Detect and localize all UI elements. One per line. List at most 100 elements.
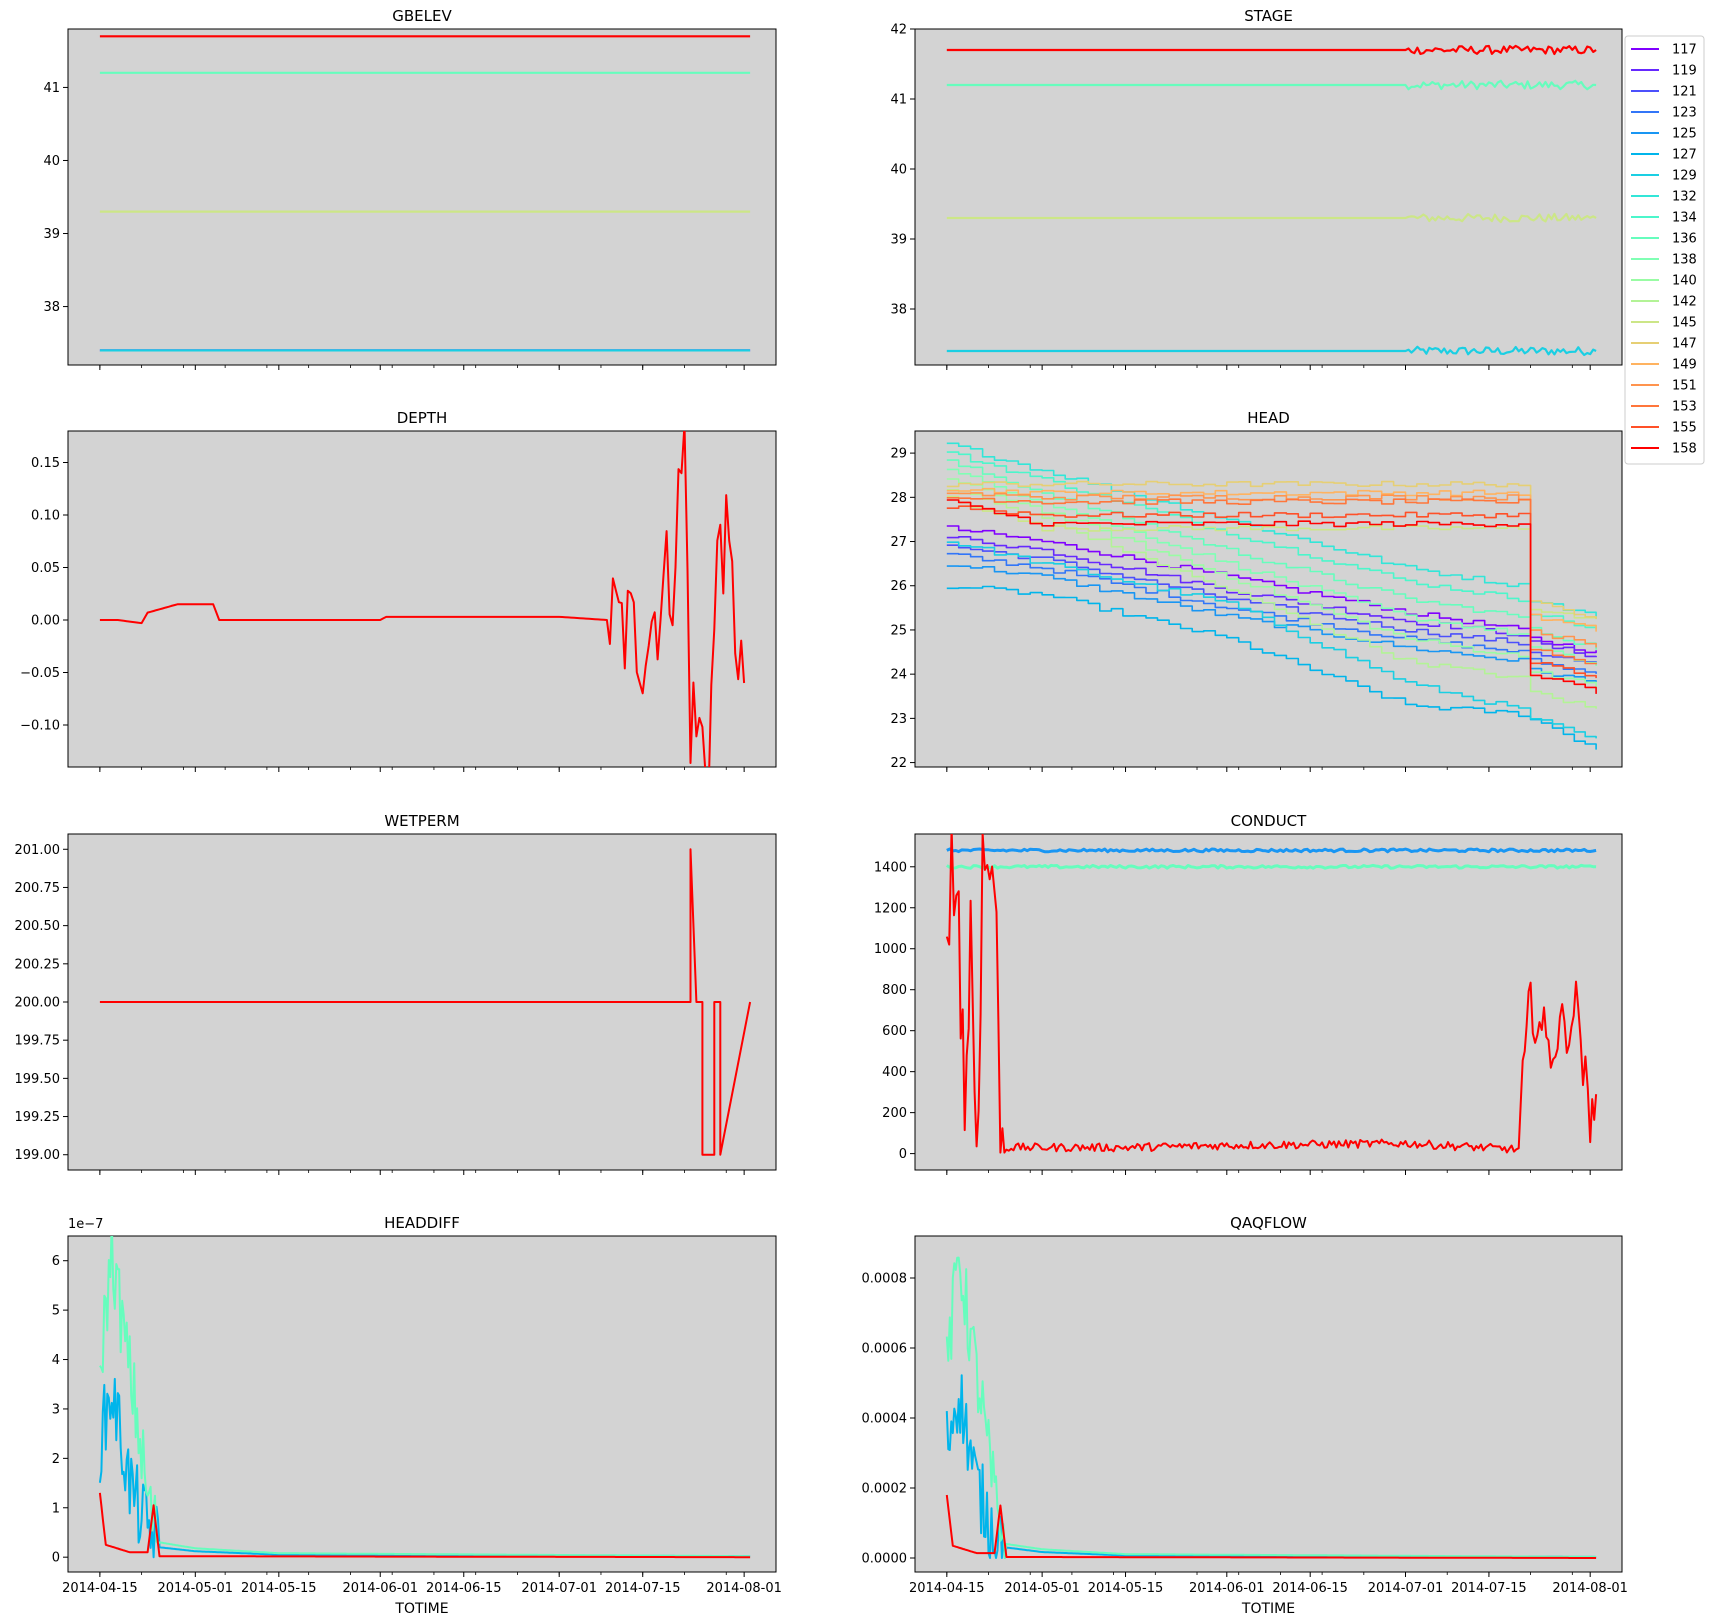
series-line-151 (946, 492, 1597, 648)
chart-title: GBELEV (392, 7, 452, 25)
y-tick-label: 4 (52, 1353, 60, 1368)
series-line-125 (946, 565, 1597, 682)
y-tick-label: 800 (882, 983, 907, 998)
series-group (946, 44, 1597, 357)
subplot-qaqflow: QAQFLOW 0.0000 0.0002 0.0004 0.0006 0.0008 201… (862, 1214, 1628, 1617)
y-tick-label: 0 (899, 1147, 907, 1162)
x-tick-label: 2014-06-01 (1189, 1581, 1265, 1596)
y-tick-label: 0.0006 (862, 1342, 908, 1357)
series-line-158 (98, 1492, 751, 1559)
y-tick-label: 42 (890, 23, 907, 38)
series-line-158 (946, 44, 1597, 56)
subplot-wetperm: WETPERM 201.00 200.75 200.50 200.25 200.00 199… (15, 812, 777, 1175)
y-tick-label: 0.0000 (862, 1552, 908, 1567)
series-line-158 (99, 431, 746, 767)
y-tick-label: 23 (890, 712, 907, 727)
x-tick-label: 2014-05-15 (241, 1581, 317, 1596)
y-tick-label: 600 (882, 1024, 907, 1039)
axis-offset-text: 1e−7 (68, 1217, 103, 1232)
series-line-145 (946, 495, 1597, 620)
x-tick-label: 2014-06-15 (426, 1581, 502, 1596)
chart-title: CONDUCT (1231, 812, 1308, 830)
legend-label: 127 (1672, 148, 1697, 163)
chart-title: QAQFLOW (1230, 1214, 1307, 1232)
y-tick-label: 200 (882, 1106, 907, 1121)
legend-label: 136 (1672, 232, 1697, 247)
series-line-158 (99, 848, 752, 1156)
subplot-gbelev: GBELEV 38 39 40 41 (43, 7, 777, 370)
y-tick-label: 200.00 (15, 996, 61, 1011)
legend-label: 123 (1672, 106, 1697, 121)
y-tick-label: 200.75 (15, 881, 61, 896)
x-tick-label: 2014-05-01 (158, 1581, 234, 1596)
legend-label: 121 (1672, 85, 1697, 100)
legend-label: 149 (1672, 358, 1697, 373)
x-tick-label: 2014-05-01 (1004, 1581, 1080, 1596)
series-line-153 (946, 497, 1597, 665)
series-line-136 (946, 863, 1597, 870)
series-group (99, 431, 746, 767)
y-tick-label: 1400 (874, 860, 907, 875)
y-tick-label: 40 (43, 154, 60, 169)
y-tick-label: 0.0002 (862, 1482, 908, 1497)
legend-label: 132 (1672, 190, 1697, 205)
y-tick-label: 201.00 (15, 843, 61, 858)
y-tick-label: 0.0004 (862, 1412, 908, 1427)
plot-area (67, 430, 777, 768)
plot-area (67, 28, 777, 366)
series-line-136 (99, 1236, 751, 1558)
y-tick-label: 199.50 (15, 1072, 61, 1087)
y-tick-label: 5 (52, 1304, 60, 1319)
legend-label: 117 (1672, 43, 1697, 58)
series-group (946, 442, 1597, 750)
subplot-stage: STAGE 38 39 40 41 42 (890, 7, 1623, 370)
series-line-129 (946, 345, 1597, 357)
series-line-136 (945, 1256, 1597, 1559)
y-tick-label: 199.00 (15, 1148, 61, 1163)
x-tick-label: 2014-07-15 (1451, 1581, 1527, 1596)
x-tick-label: 2014-06-01 (342, 1581, 418, 1596)
y-tick-label: 38 (890, 303, 907, 318)
y-tick-label: 0 (52, 1551, 60, 1566)
series-group (945, 834, 1598, 1154)
chart-title: HEADDIFF (384, 1214, 460, 1232)
chart-title: WETPERM (384, 812, 459, 830)
x-tick-label: 2014-07-01 (1368, 1581, 1444, 1596)
chart-title: STAGE (1244, 7, 1293, 25)
y-tick-label: 41 (890, 93, 907, 108)
y-tick-label: 1 (52, 1501, 60, 1516)
y-tick-label: 25 (890, 623, 907, 638)
legend-label: 155 (1672, 421, 1697, 436)
subplot-depth: DEPTH 0.15 0.10 0.05 0.00 −0.05 −0.10 (20, 409, 777, 772)
legend-label: 153 (1672, 400, 1697, 415)
x-tick-label: 2014-04-15 (62, 1581, 138, 1596)
legend-label: 138 (1672, 253, 1697, 268)
plot-area (67, 1235, 777, 1573)
x-tick-label: 2014-08-01 (1552, 1581, 1628, 1596)
series-line-127 (946, 585, 1597, 750)
series-line-129 (946, 541, 1597, 739)
x-axis-label: TOTIME (1241, 1601, 1295, 1617)
x-tick-label: 2014-08-01 (706, 1581, 782, 1596)
y-tick-label: 199.75 (15, 1034, 61, 1049)
series-line-134 (946, 451, 1597, 630)
subplot-headdiff: HEADDIFF 0 1 2 3 4 5 6 2014-04-15 2014-05-01 2014-… (52, 1214, 782, 1617)
y-tick-label: 0.0008 (862, 1272, 908, 1287)
series-line-136 (946, 459, 1597, 650)
y-tick-label: 40 (890, 163, 907, 178)
series-line-125 (946, 847, 1597, 854)
y-tick-label: 41 (43, 81, 60, 96)
series-line-138 (946, 468, 1597, 666)
y-tick-label: 0.05 (31, 561, 60, 576)
x-tick-label: 2014-04-15 (909, 1581, 985, 1596)
x-axis-label: TOTIME (394, 1601, 448, 1617)
y-tick-label: 200.50 (15, 919, 61, 934)
y-tick-label: 199.25 (15, 1110, 61, 1125)
y-tick-label: −0.10 (20, 719, 60, 734)
series-line-132 (946, 442, 1597, 619)
y-tick-label: 3 (52, 1402, 60, 1417)
y-tick-label: 26 (890, 579, 907, 594)
chart-title: HEAD (1247, 409, 1290, 427)
y-tick-label: 6 (52, 1254, 60, 1269)
series-group (99, 35, 751, 352)
